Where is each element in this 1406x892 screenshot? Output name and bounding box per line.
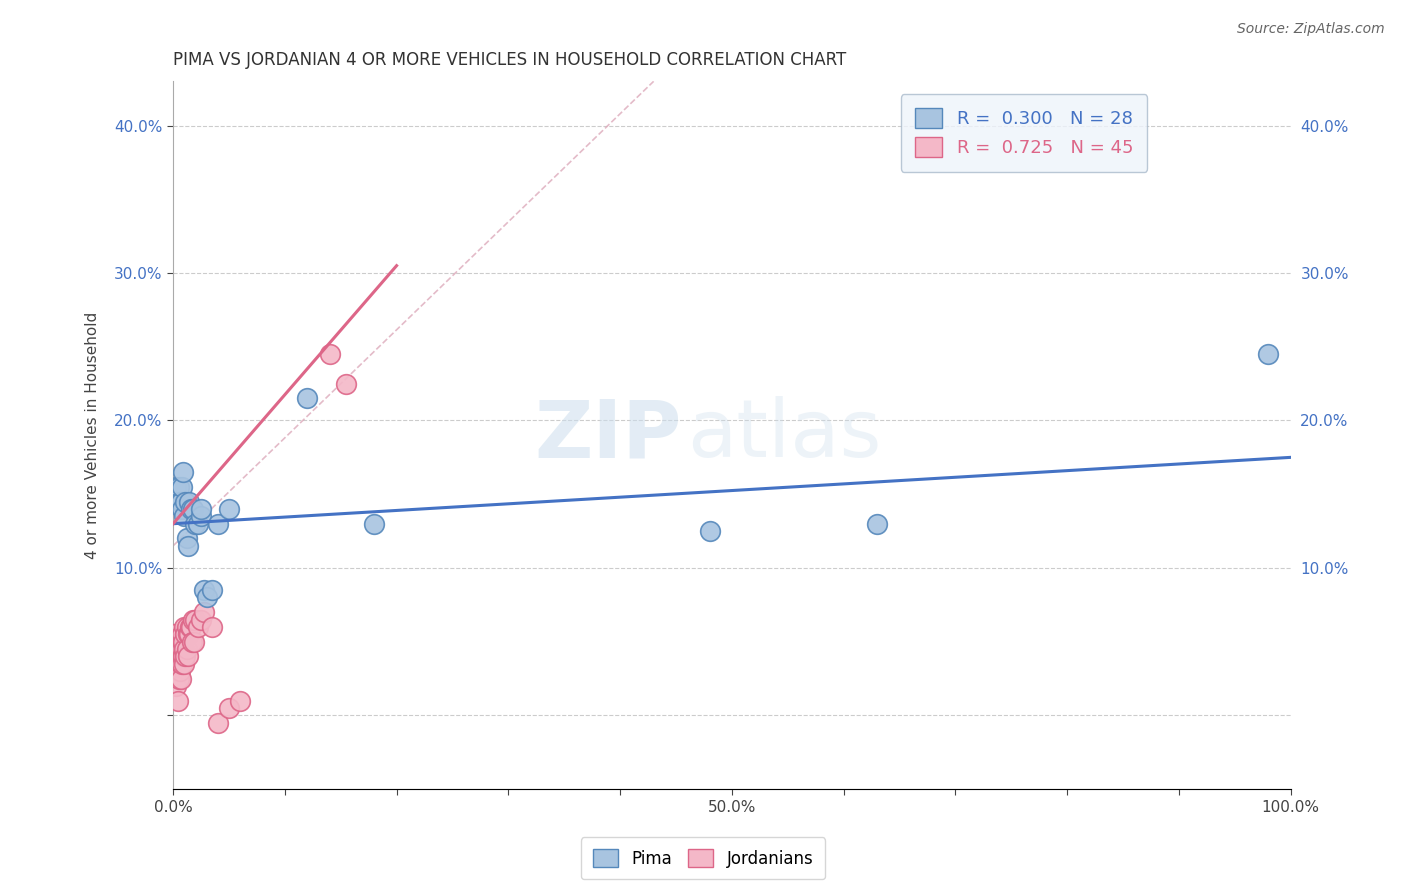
Point (170, 502, 193, 516)
Point (187, 516, 209, 531)
Point (165, 649, 187, 664)
Point (176, 642, 198, 657)
Point (190, 502, 212, 516)
Point (167, 672, 190, 686)
Point (170, 657, 193, 671)
Point (174, 627, 197, 641)
Point (335, 376, 357, 391)
Point (167, 480, 190, 494)
Point (184, 613, 207, 627)
Point (166, 679, 188, 693)
Point (201, 583, 224, 598)
Point (169, 649, 191, 664)
Point (174, 649, 197, 664)
Point (173, 657, 195, 671)
Point (207, 516, 229, 531)
Point (699, 524, 721, 538)
Point (207, 715, 229, 730)
Point (169, 494, 191, 508)
Y-axis label: 4 or more Vehicles in Household: 4 or more Vehicles in Household (86, 311, 100, 559)
Point (169, 634, 191, 648)
Point (163, 627, 186, 641)
Point (176, 649, 198, 664)
Point (176, 539, 198, 553)
Point (183, 634, 205, 648)
Point (190, 613, 212, 627)
Point (174, 494, 197, 508)
Point (173, 620, 195, 634)
Point (176, 620, 198, 634)
Point (167, 642, 190, 657)
Point (172, 634, 194, 648)
Point (170, 494, 193, 508)
Point (177, 627, 200, 641)
Point (184, 516, 207, 531)
Text: Source: ZipAtlas.com: Source: ZipAtlas.com (1237, 22, 1385, 37)
Point (170, 672, 193, 686)
Text: ZIP: ZIP (534, 396, 682, 475)
Legend: R =  0.300   N = 28, R =  0.725   N = 45: R = 0.300 N = 28, R = 0.725 N = 45 (901, 94, 1147, 171)
Point (173, 642, 195, 657)
Point (170, 642, 193, 657)
Point (166, 657, 188, 671)
Text: PIMA VS JORDANIAN 4 OR MORE VEHICLES IN HOUSEHOLD CORRELATION CHART: PIMA VS JORDANIAN 4 OR MORE VEHICLES IN … (173, 51, 846, 69)
Point (169, 664, 191, 678)
Point (170, 480, 193, 494)
Point (181, 634, 204, 648)
Point (318, 347, 340, 361)
Point (181, 613, 204, 627)
Point (193, 583, 215, 598)
Point (172, 465, 194, 479)
Point (180, 620, 202, 634)
Point (193, 605, 215, 619)
Legend: Pima, Jordanians: Pima, Jordanians (581, 838, 825, 880)
Point (295, 392, 318, 406)
Point (177, 494, 200, 508)
Point (229, 694, 252, 708)
Point (190, 509, 212, 524)
Point (218, 502, 240, 516)
Point (173, 509, 195, 524)
Point (866, 516, 889, 531)
Point (195, 591, 218, 605)
Point (363, 516, 385, 531)
Point (180, 502, 202, 516)
Point (166, 664, 188, 678)
Point (170, 642, 193, 657)
Point (166, 480, 188, 494)
Point (201, 620, 224, 634)
Point (181, 502, 204, 516)
Point (170, 627, 193, 641)
Point (176, 627, 198, 641)
Point (166, 694, 188, 708)
Point (179, 620, 201, 634)
Point (218, 701, 240, 715)
Point (170, 657, 193, 671)
Point (1257, 347, 1279, 361)
Point (187, 620, 209, 634)
Point (176, 532, 198, 546)
Text: atlas: atlas (688, 396, 882, 475)
Point (167, 657, 190, 671)
Point (172, 649, 194, 664)
